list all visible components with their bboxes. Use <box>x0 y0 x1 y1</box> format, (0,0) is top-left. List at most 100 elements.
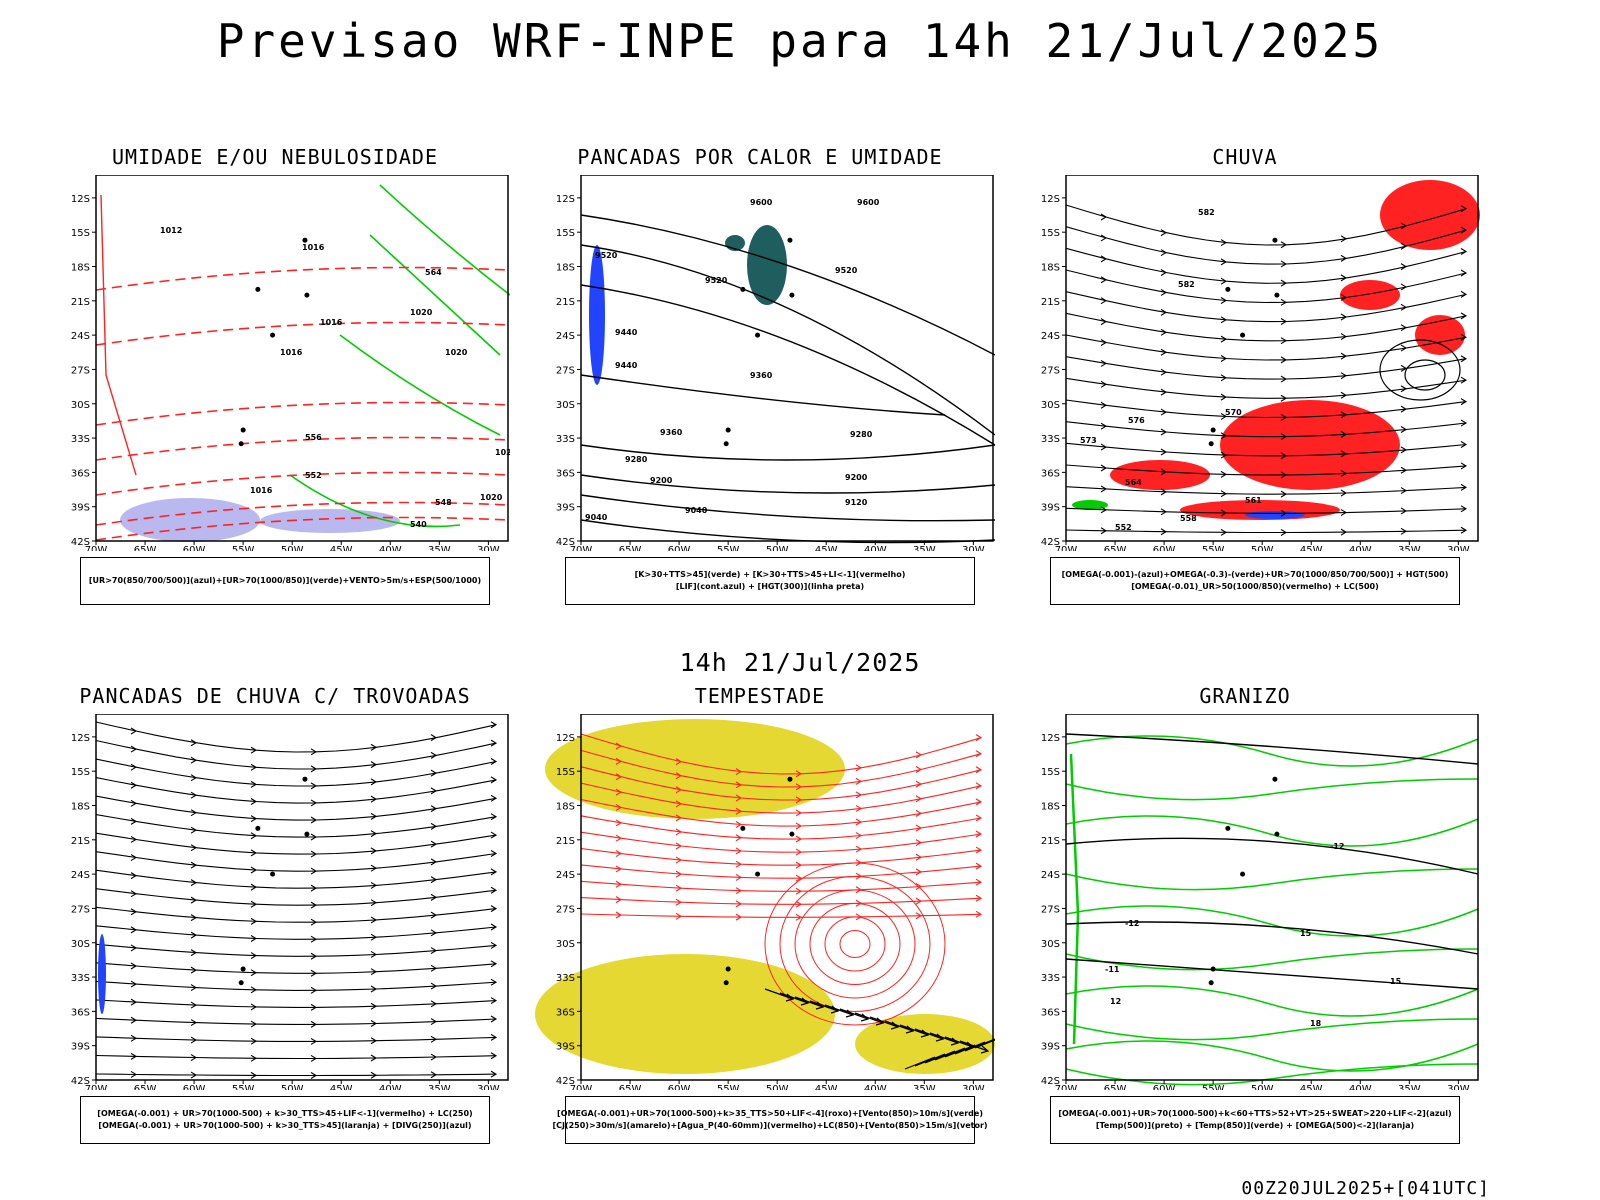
map-granizo: -12 -12 -11 12 15 18 15 12S 15S 18S 21S 24S 27S 30S 33… <box>1041 714 1479 1090</box>
streamline-arrow-icon <box>735 768 743 776</box>
streamline-arrow-icon <box>855 804 863 812</box>
lon-tick-label: 30W <box>962 1084 985 1090</box>
contour-label: 9440 <box>615 328 638 337</box>
contour-label: -12 <box>1125 919 1139 928</box>
lat-tick-label: 42S <box>71 537 90 548</box>
lon-tick-label: 45W <box>330 1084 353 1090</box>
streamline-arrow-icon <box>130 817 138 825</box>
lon-tick-label: 70W <box>85 545 108 551</box>
streamline-arrow-icon <box>1340 293 1348 301</box>
streamline-arrow-icon <box>1280 375 1288 383</box>
streamline-arrow-icon <box>1220 451 1228 459</box>
streamline-arrow-icon <box>675 758 683 766</box>
contour-label: 558 <box>1180 514 1197 523</box>
streamline-arrow-icon <box>855 777 863 785</box>
lon-tick-label: 55W <box>717 1084 740 1090</box>
map-frame <box>580 714 994 1081</box>
contour-label: 1016 <box>302 243 325 252</box>
streamline-arrow-icon <box>490 886 498 894</box>
streamline-arrow-icon <box>1220 490 1228 498</box>
streamline-arrow-icon <box>250 780 258 788</box>
streamline-arrow-icon <box>735 860 743 868</box>
streamline-arrow-icon <box>370 1054 378 1062</box>
streamline-arrow-icon <box>1280 490 1288 498</box>
lon-tick-label: 30W <box>962 545 985 551</box>
streamline-arrow-icon <box>855 859 863 867</box>
streamline-arrow-icon <box>190 1071 198 1079</box>
streamline-arrow-icon <box>615 834 623 842</box>
lon-tick-label: 65W <box>1104 1084 1127 1090</box>
streamline-arrow-icon <box>675 898 683 906</box>
lat-tick-label: 42S <box>1041 1076 1060 1087</box>
streamline-arrow-icon <box>430 893 438 901</box>
lat-tick-label: 18S <box>556 802 575 813</box>
streamline-arrow-icon <box>735 873 743 881</box>
contour-label: 9280 <box>850 430 873 439</box>
streamline-arrow-icon <box>370 881 378 889</box>
streamline-arrow-icon <box>735 821 743 828</box>
lon-tick-label: 35W <box>913 545 936 551</box>
streamline-arrow-icon <box>130 926 138 934</box>
country-borders <box>723 237 795 447</box>
humidity-blue-area <box>260 509 400 533</box>
streamline-arrow-icon <box>370 899 378 907</box>
legend-line: [OMEGA(-0.001) + UR>70(1000-500) + k>30_… <box>98 1121 472 1130</box>
contour-label: 582 <box>1178 280 1195 289</box>
lat-tick-label: 36S <box>1041 468 1060 479</box>
streamline-arrow-icon <box>250 815 258 823</box>
streamline-arrow-icon <box>430 751 438 759</box>
streamline-arrow-icon <box>190 1054 198 1062</box>
streamline-arrow-icon <box>1100 234 1108 242</box>
contour-label: 582 <box>1198 208 1215 217</box>
streamline-arrow-icon <box>490 905 498 913</box>
lat-tick-label: 24S <box>1041 331 1060 342</box>
streamline-arrow-icon <box>1400 303 1408 311</box>
temp500-black-contours <box>1065 733 1479 990</box>
streamline-arrow-icon <box>490 1015 498 1023</box>
streamline-arrow-icon <box>1460 505 1468 513</box>
page-title: Previsao WRF-INPE para 14h 21/Jul/2025 <box>216 14 1384 68</box>
streamline-arrow-icon <box>190 739 198 747</box>
lat-tick-label: 12S <box>556 194 575 205</box>
streamline-arrow-icon <box>1220 258 1228 266</box>
contour-label: 9520 <box>705 276 728 285</box>
streamline-arrow-icon <box>1340 430 1348 438</box>
streamline-arrow-icon <box>1280 471 1288 479</box>
streamline-arrow-icon <box>975 766 983 774</box>
streamline-arrow-icon <box>795 861 803 869</box>
streamline-arrow-icon <box>490 978 498 986</box>
contour-label: 9280 <box>625 455 648 464</box>
streamline-arrow-icon <box>1220 239 1228 247</box>
streamline-arrow-icon <box>1220 432 1228 440</box>
lat-tick-label: 24S <box>556 870 575 881</box>
streamline-arrow-icon <box>190 756 198 764</box>
streamline-arrow-icon <box>1460 526 1468 534</box>
streamline-arrow-icon <box>310 1072 318 1079</box>
lon-tick-label: 50W <box>766 1084 789 1090</box>
streamline-arrow-icon <box>735 834 743 842</box>
lat-tick-label: 30S <box>71 400 90 411</box>
streamline-arrow-icon <box>190 896 198 904</box>
streamline-arrow-icon <box>1100 401 1108 409</box>
streamline-arrow-icon <box>1400 222 1408 230</box>
streamline-arrow-icon <box>1400 385 1408 393</box>
streamline-arrow-icon <box>915 795 923 803</box>
lat-tick-label: 30S <box>556 400 575 411</box>
lat-tick-label: 12S <box>1041 733 1060 744</box>
lat-tick-label: 33S <box>556 973 575 984</box>
legend-line: [OMEGA(-0.001)+UR>70(1000-500)+k<60+TTS>… <box>1058 1109 1452 1118</box>
streamline-arrow-icon <box>490 868 498 876</box>
lat-tick-label: 21S <box>556 297 575 308</box>
streamline-arrow-icon <box>430 964 438 972</box>
streamline-arrow-icon <box>430 769 438 777</box>
streamline-arrow-icon <box>310 782 318 790</box>
streamline-arrow-icon <box>130 998 138 1006</box>
streamline-arrow-icon <box>490 849 498 857</box>
streamline-arrow-icon <box>310 918 318 926</box>
streamline-arrow-icon <box>250 986 258 994</box>
streamline-arrow-icon <box>190 844 198 852</box>
streamline-arrow-icon <box>1160 368 1168 376</box>
streamline-arrow-icon <box>1160 348 1168 356</box>
